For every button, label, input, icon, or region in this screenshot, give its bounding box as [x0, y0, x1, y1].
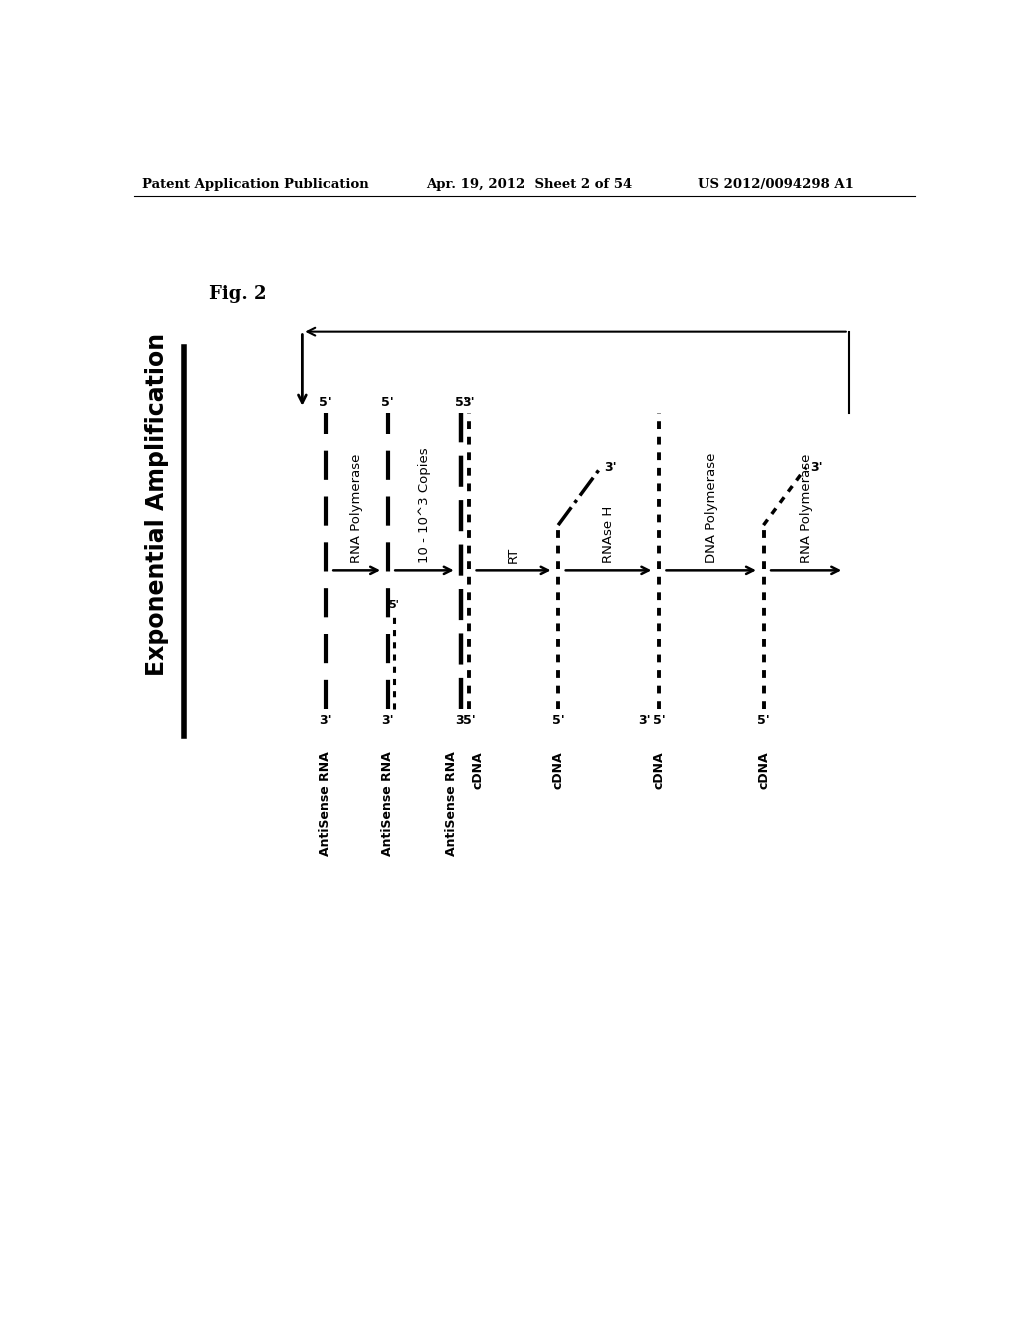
Text: cDNA: cDNA: [552, 751, 564, 789]
Text: 5': 5': [388, 601, 399, 610]
Text: cDNA: cDNA: [652, 751, 666, 789]
Text: RNA Polymerase: RNA Polymerase: [800, 453, 813, 562]
Text: 5': 5': [652, 714, 666, 727]
Text: RNA Polymerase: RNA Polymerase: [350, 453, 364, 562]
Text: 5': 5': [552, 714, 564, 727]
Text: Fig. 2: Fig. 2: [209, 285, 267, 304]
Text: Patent Application Publication: Patent Application Publication: [142, 178, 369, 190]
Text: US 2012/0094298 A1: US 2012/0094298 A1: [697, 178, 853, 190]
Text: 3': 3': [810, 461, 822, 474]
Text: 5': 5': [381, 396, 394, 409]
Text: Apr. 19, 2012  Sheet 2 of 54: Apr. 19, 2012 Sheet 2 of 54: [426, 178, 633, 190]
Text: 3': 3': [463, 396, 475, 409]
Text: RNAse H: RNAse H: [602, 506, 615, 562]
Text: 3': 3': [319, 714, 332, 727]
Text: AntiSense RNA: AntiSense RNA: [381, 751, 394, 857]
Text: AntiSense RNA: AntiSense RNA: [319, 751, 332, 857]
Text: 3': 3': [455, 714, 468, 727]
Text: cDNA: cDNA: [757, 751, 770, 789]
Text: 5': 5': [463, 714, 475, 727]
Text: DNA Polymerase: DNA Polymerase: [705, 453, 718, 562]
Text: 5': 5': [757, 714, 770, 727]
Text: Exponential Amplification: Exponential Amplification: [145, 334, 169, 676]
Text: 3': 3': [639, 714, 651, 727]
Text: 5': 5': [319, 396, 332, 409]
Text: 10 - 10^3 Copies: 10 - 10^3 Copies: [418, 447, 431, 562]
Text: AntiSense RNA: AntiSense RNA: [445, 751, 459, 857]
Text: 5': 5': [455, 396, 468, 409]
Text: RT: RT: [507, 546, 520, 562]
Text: 3': 3': [604, 461, 617, 474]
Text: cDNA: cDNA: [472, 751, 484, 789]
Text: 3': 3': [381, 714, 394, 727]
